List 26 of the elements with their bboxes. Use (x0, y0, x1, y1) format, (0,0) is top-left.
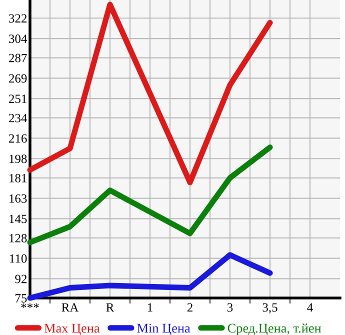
x-tick-label: 3,5 (262, 303, 278, 314)
y-tick-label: 163 (10, 194, 27, 203)
y-tick-label: 128 (10, 234, 27, 242)
y-tick-label: 287 (9, 54, 27, 62)
x-tick-label: R (106, 303, 114, 312)
x-tick-label: 4 (307, 303, 313, 312)
x-tick-label: RA (62, 303, 79, 312)
y-tick-label: 181 (10, 174, 26, 182)
y-tick-label: 198 (10, 154, 27, 164)
x-tick-label: 1 (148, 303, 152, 312)
y-tick-label: 92 (15, 274, 27, 284)
y-tick-label: 110 (10, 254, 27, 263)
legend-label: Сред.Цена, т.йен (228, 323, 322, 335)
y-tick-label: 216 (9, 134, 27, 143)
x-tick-label: *** (21, 303, 39, 308)
y-tick-label: 75 (16, 294, 27, 302)
y-tick-label: 269 (9, 74, 27, 83)
y-tick-label: 145 (10, 214, 27, 224)
x-tick-label: 3 (227, 303, 233, 312)
legend-label: Max Цена (44, 324, 100, 335)
legend-label: Min Цена (137, 324, 190, 335)
y-tick-label: 251 (9, 94, 26, 104)
y-tick-label: 304 (9, 34, 28, 43)
x-tick-label: 2 (187, 303, 192, 312)
y-tick-label: 322 (9, 14, 27, 23)
y-tick-label: 234 (9, 114, 28, 122)
